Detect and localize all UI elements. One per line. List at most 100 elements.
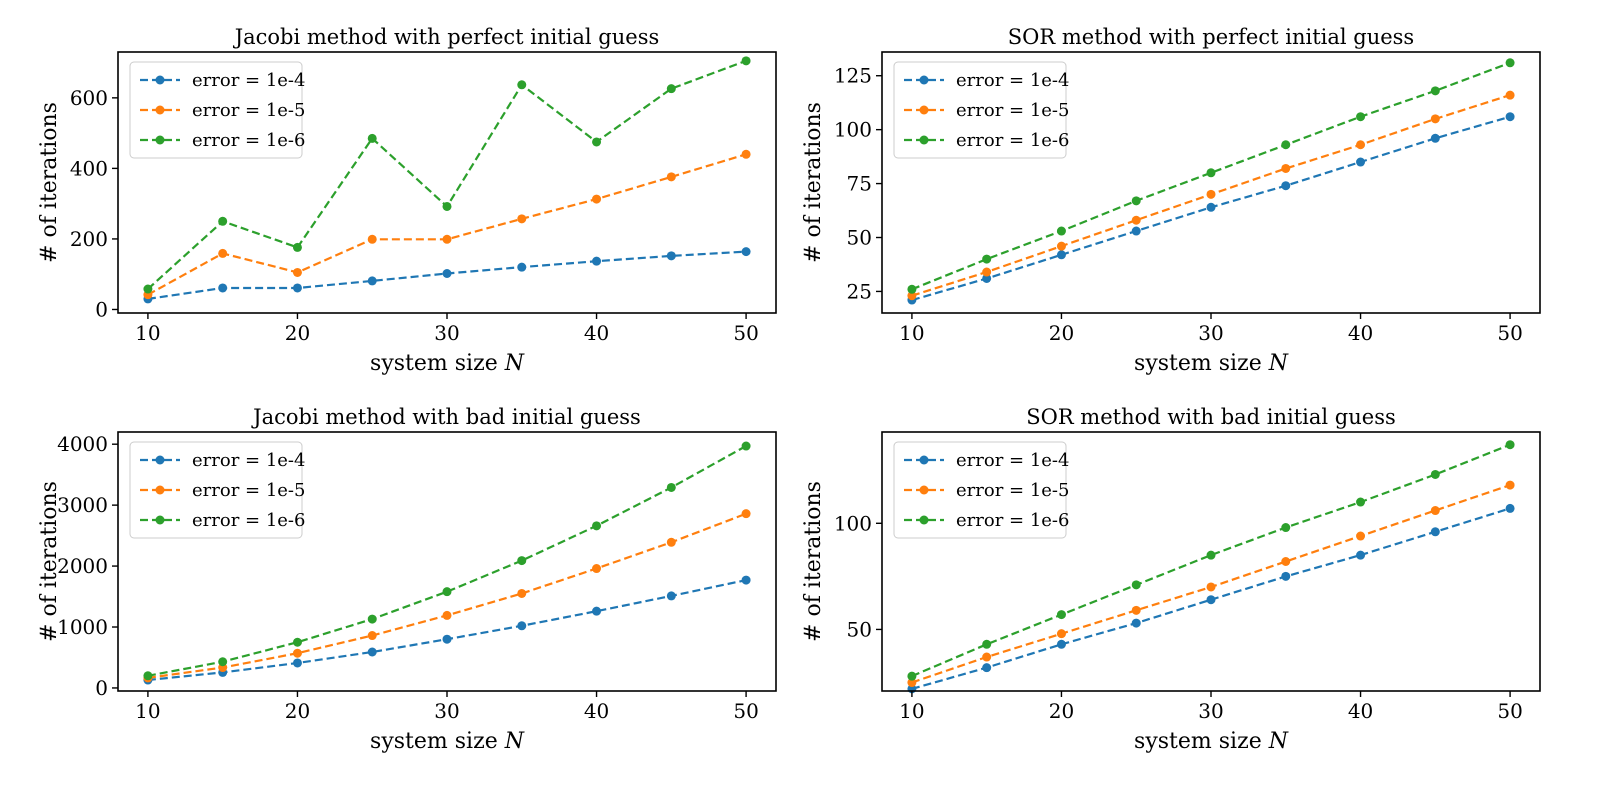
data-point	[1281, 571, 1291, 581]
y-axis-label: # of iterations	[37, 481, 62, 642]
legend-box	[893, 441, 1067, 539]
legend: error = 1e-4 error = 1e-5 error = 1e-6	[893, 61, 1069, 159]
data-point	[982, 267, 992, 277]
legend-swatch-marker	[919, 455, 929, 465]
y-axis-label: # of iterations	[37, 102, 62, 263]
data-point	[517, 588, 527, 598]
y-tick-label: 600	[70, 86, 108, 110]
data-point	[741, 149, 751, 159]
data-point	[666, 251, 676, 261]
x-axis-label-variable: N	[504, 351, 525, 376]
x-tick-label: 10	[135, 321, 160, 345]
data-point	[1281, 523, 1291, 533]
data-point	[592, 606, 602, 616]
data-point	[982, 639, 992, 649]
data-point	[592, 564, 602, 574]
data-point	[218, 657, 228, 667]
legend-swatch-marker	[155, 485, 165, 495]
data-point	[517, 621, 527, 631]
x-axis-label-text: system size	[1134, 351, 1269, 376]
chart-title: SOR method with perfect initial guess	[1008, 25, 1414, 49]
y-tick-label: 50	[847, 226, 872, 250]
x-tick-label: 50	[1497, 699, 1522, 723]
legend-label: error = 1e-5	[956, 480, 1069, 501]
legend-swatch-marker	[919, 75, 929, 85]
legend-swatch-marker	[919, 105, 929, 115]
x-axis-label-text: system size	[1134, 729, 1269, 754]
data-point	[292, 648, 302, 658]
data-point	[1356, 157, 1366, 167]
data-point	[907, 671, 917, 681]
x-tick-label: 40	[1348, 699, 1373, 723]
data-point	[367, 133, 377, 143]
y-tick-label: 25	[847, 279, 872, 303]
x-tick-label: 50	[733, 321, 758, 345]
data-point	[1281, 163, 1291, 173]
data-point	[741, 441, 751, 451]
data-point	[143, 284, 153, 294]
data-point	[1206, 189, 1216, 199]
x-tick-label: 10	[899, 321, 924, 345]
data-point	[218, 283, 228, 293]
data-point	[592, 521, 602, 531]
legend-label: error = 1e-6	[192, 130, 305, 151]
data-point	[1505, 112, 1515, 122]
data-point	[1430, 506, 1440, 516]
data-point	[292, 283, 302, 293]
data-point	[1206, 202, 1216, 212]
y-tick-label: 75	[847, 172, 872, 196]
legend-label: error = 1e-4	[956, 450, 1069, 471]
x-axis-label-variable: N	[504, 729, 525, 754]
data-point	[1056, 241, 1066, 251]
legend-label: error = 1e-5	[192, 100, 305, 121]
data-point	[442, 201, 452, 211]
data-point	[907, 284, 917, 294]
data-point	[1131, 580, 1141, 590]
x-tick-label: 40	[1348, 321, 1373, 345]
legend-box	[129, 61, 303, 159]
y-tick-label: 1000	[57, 615, 108, 639]
legend-box	[893, 61, 1067, 159]
data-point	[442, 587, 452, 597]
x-axis-label: system size N	[370, 729, 525, 754]
data-point	[741, 247, 751, 257]
data-point	[666, 537, 676, 547]
data-point	[1056, 629, 1066, 639]
legend-label: error = 1e-4	[956, 70, 1069, 91]
data-point	[1056, 226, 1066, 236]
data-point	[1281, 557, 1291, 566]
data-point	[367, 614, 377, 624]
legend-label: error = 1e-5	[192, 480, 305, 501]
data-point	[292, 242, 302, 252]
data-point	[218, 216, 228, 226]
chart-panel-3: SOR method with bad initial guess 10 20 30 4…	[801, 405, 1541, 754]
series-line-2	[911, 443, 1511, 678]
x-tick-label: 20	[285, 321, 310, 345]
data-point	[1356, 140, 1366, 150]
data-point	[1430, 527, 1440, 537]
data-point	[592, 194, 602, 204]
data-point	[666, 84, 676, 94]
x-axis-label: system size N	[370, 351, 525, 376]
y-tick-label: 125	[834, 64, 872, 88]
data-point	[907, 678, 917, 688]
legend: error = 1e-4 error = 1e-5 error = 1e-6	[893, 441, 1069, 539]
legend-swatch-marker	[155, 75, 165, 85]
data-point	[907, 291, 917, 301]
x-tick-label: 20	[285, 699, 310, 723]
data-point	[1356, 497, 1366, 507]
legend-swatch-marker	[919, 485, 929, 495]
data-point	[982, 652, 992, 662]
data-point	[741, 575, 751, 585]
legend-label: error = 1e-6	[956, 510, 1069, 531]
data-point	[741, 509, 751, 519]
data-point	[666, 591, 676, 601]
x-axis-label: system size N	[1134, 351, 1289, 376]
legend-box	[129, 441, 303, 539]
y-tick-label: 100	[834, 511, 872, 535]
series-line-2	[911, 61, 1511, 291]
legend: error = 1e-4 error = 1e-5 error = 1e-6	[129, 61, 305, 159]
data-point	[292, 658, 302, 668]
x-tick-label: 40	[584, 699, 609, 723]
